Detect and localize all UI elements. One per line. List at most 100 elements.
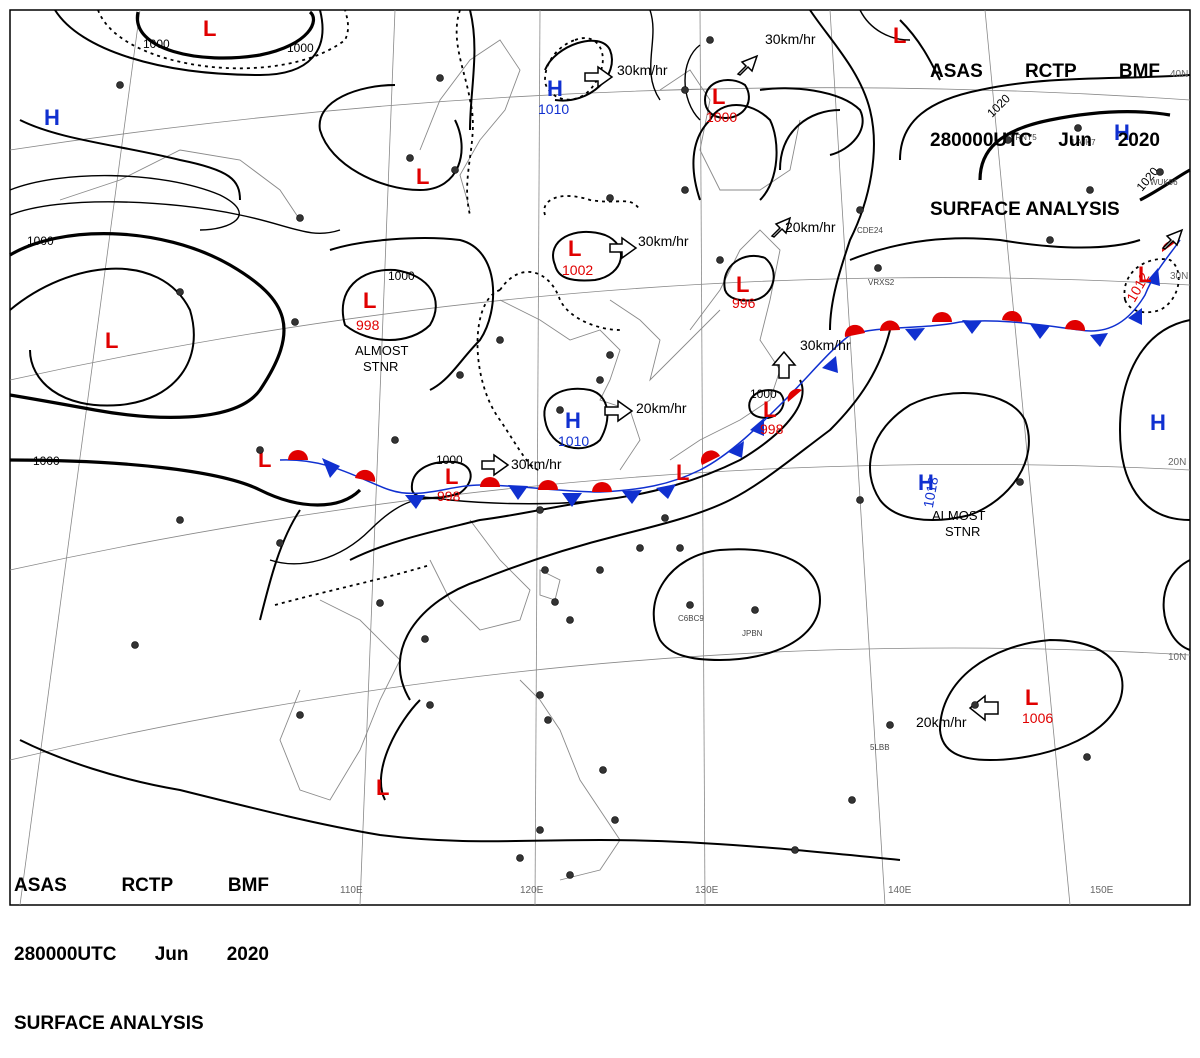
- station-circle: [676, 544, 684, 552]
- station-circle: [706, 36, 714, 44]
- station-plot-symbols: [116, 36, 1164, 879]
- isobar-label: 1000: [750, 387, 777, 401]
- low-pressure-marker: L: [203, 16, 216, 41]
- low-pressure-value: 998: [760, 421, 784, 437]
- warm-front-symbol: [355, 469, 376, 482]
- latitude-label: 10N: [1168, 652, 1186, 663]
- low-pressure-marker: L: [676, 460, 689, 485]
- station-circle: [751, 606, 759, 614]
- low-pressure-marker: L: [1025, 685, 1038, 710]
- station-circle: [1074, 124, 1082, 132]
- low-pressure-marker: L: [763, 397, 776, 422]
- high-pressure-value: 1018: [920, 475, 941, 509]
- station-circle: [1004, 136, 1012, 144]
- low-pressure-value: 996: [732, 295, 756, 311]
- isobars: [9, 9, 1191, 861]
- isobar-label: 1000: [143, 37, 170, 51]
- station-circle: [296, 711, 304, 719]
- header-station: RCTP: [1024, 61, 1077, 82]
- station-circle: [541, 566, 549, 574]
- cold-front-symbol: [656, 484, 676, 499]
- isobar-label: 1000: [388, 269, 415, 283]
- header-top-right: ASAS RCTP BMF 280000UTC Jun 2020 SURFACE ANA…: [930, 14, 1160, 244]
- high-pressure-marker: H: [44, 105, 60, 130]
- low-pressure-marker: L: [363, 288, 376, 313]
- high-pressure-value: 1010: [558, 433, 589, 449]
- low-pressure-value: 1000: [706, 109, 737, 125]
- station-id: WUK96: [1150, 178, 1178, 187]
- station-circle: [886, 721, 894, 729]
- annotation-almost: ALMOST: [932, 508, 986, 523]
- cold-front-symbol: [822, 356, 838, 373]
- cold-front-symbol: [750, 418, 764, 436]
- latitude-label: 20N: [1168, 457, 1186, 468]
- high-pressure-marker: H: [565, 408, 581, 433]
- low-pressure-marker: L: [893, 23, 906, 48]
- low-pressure-marker: L: [712, 84, 725, 109]
- cold-front-symbol: [962, 320, 982, 334]
- station-circle: [686, 601, 694, 609]
- station-circle: [596, 566, 604, 574]
- header-station: RCTP: [121, 875, 174, 896]
- low-pressure-marker: L: [105, 328, 118, 353]
- isobar-label: 1000: [436, 453, 463, 467]
- warm-front-symbol: [288, 450, 308, 460]
- longitude-label: 150E: [1090, 885, 1114, 896]
- movement-label: 30km/hr: [765, 31, 816, 47]
- low-pressure-marker: L: [1138, 262, 1151, 287]
- station-ids: CDE24 VRXS2 VRNY5 LAJK7 WUK96 C6BC9 JPBN…: [678, 133, 1178, 752]
- station-circle: [681, 86, 689, 94]
- station-id: C6BC9: [678, 614, 704, 623]
- station-circle: [716, 256, 724, 264]
- cold-front-symbol: [622, 490, 642, 504]
- latitude-label: 40N: [1170, 69, 1188, 80]
- station-circle: [566, 616, 574, 624]
- station-circle: [874, 264, 882, 272]
- station-circle: [291, 318, 299, 326]
- header-time: 280000UTC: [930, 130, 1033, 151]
- movement-label: 20km/hr: [785, 219, 836, 235]
- station-circle: [496, 336, 504, 344]
- station-circle: [971, 701, 979, 709]
- station-circle: [296, 214, 304, 222]
- movement-label: 30km/hr: [638, 233, 689, 249]
- station-circle: [606, 194, 614, 202]
- warm-front-symbol: [1002, 310, 1023, 322]
- station-circle: [681, 186, 689, 194]
- header-year: 2020: [1117, 130, 1160, 151]
- station-circle: [421, 635, 429, 643]
- cold-front-symbol: [1128, 308, 1142, 325]
- station-circle: [1016, 478, 1024, 486]
- low-pressure-value: 1002: [562, 262, 593, 278]
- warm-front-symbol: [592, 482, 612, 492]
- map-frame: [9, 9, 1191, 906]
- cold-front-symbol: [1090, 333, 1108, 347]
- station-id: CDE24: [857, 226, 883, 235]
- station-circle: [1083, 753, 1091, 761]
- station-circle: [176, 288, 184, 296]
- latitude-label: 30N: [1170, 271, 1188, 282]
- movement-label: 30km/hr: [511, 456, 562, 472]
- warm-front-symbol: [700, 450, 720, 465]
- station-circle: [606, 351, 614, 359]
- cold-front-symbol: [728, 441, 744, 458]
- fronts: [279, 239, 1181, 509]
- cold-front-symbol: [508, 485, 528, 500]
- warm-front-symbol: [787, 388, 802, 402]
- low-pressure-value: 998: [356, 317, 380, 333]
- station-circle: [536, 826, 544, 834]
- cold-front-symbol: [1030, 324, 1050, 339]
- warm-front-symbol: [1065, 319, 1086, 331]
- annotation-almost: ALMOST: [355, 343, 409, 358]
- warm-front-symbol: [932, 312, 952, 322]
- header-title: SURFACE ANALYSIS: [930, 199, 1120, 220]
- low-pressure-value: 998: [437, 488, 461, 504]
- station-id: LAJK7: [1072, 138, 1096, 147]
- movement-label: 20km/hr: [916, 714, 967, 730]
- station-circle: [456, 371, 464, 379]
- station-id: JPBN: [742, 629, 763, 638]
- cold-front-symbol: [405, 495, 425, 509]
- cold-front-symbol: [1146, 268, 1160, 286]
- station-circle: [1086, 186, 1094, 194]
- station-circle: [131, 641, 139, 649]
